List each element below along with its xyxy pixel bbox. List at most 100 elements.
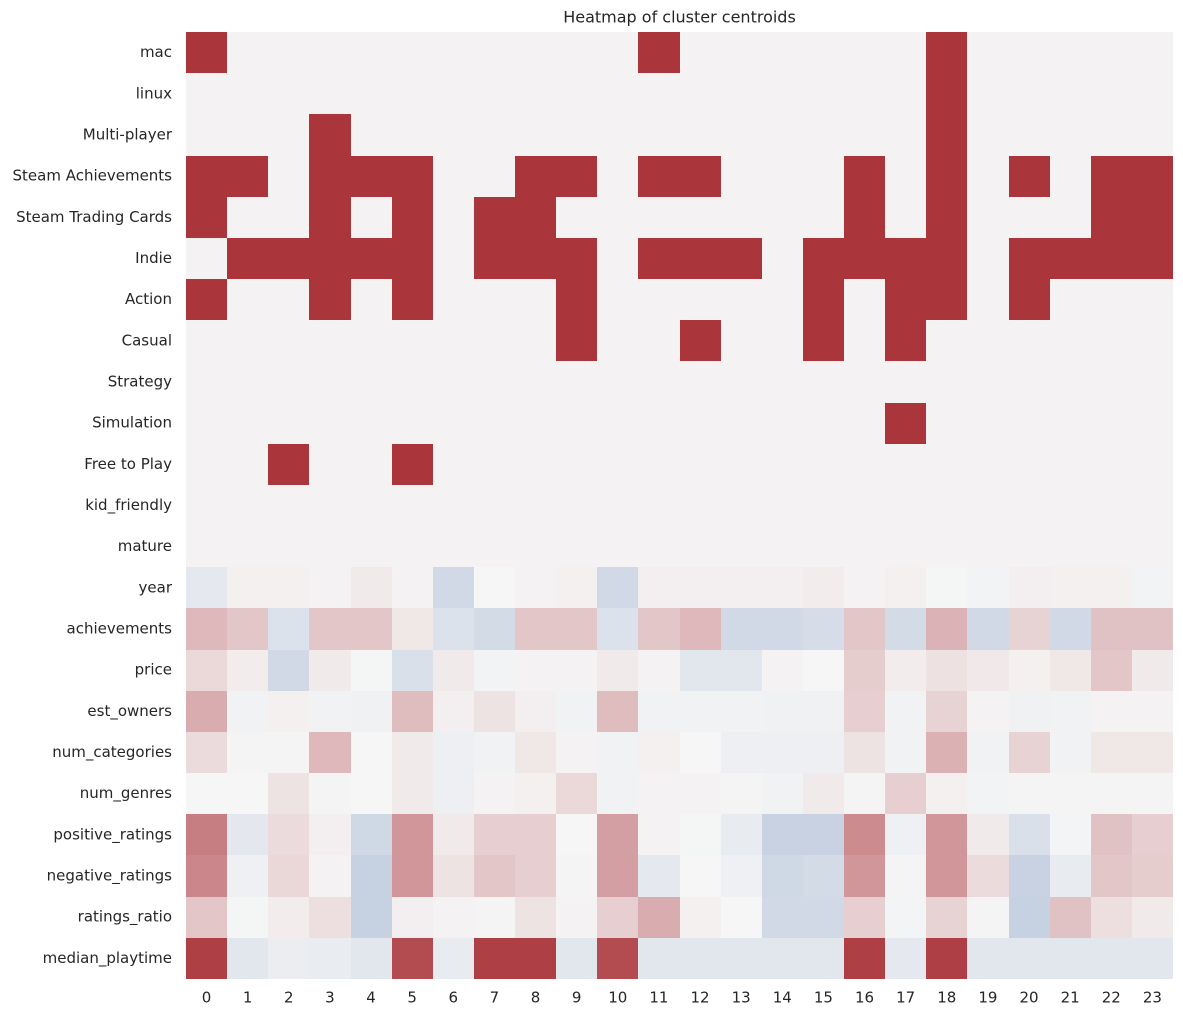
heatmap-cell (967, 279, 1009, 320)
heatmap-cell (721, 732, 762, 773)
heatmap-cell (885, 485, 926, 526)
heatmap-cell (803, 320, 844, 361)
heatmap-cell (556, 73, 597, 114)
y-tick-label: Simulation (92, 414, 172, 432)
heatmap-cell (392, 691, 433, 732)
heatmap-cell (721, 485, 762, 526)
heatmap-cell (680, 773, 721, 814)
heatmap-cell (597, 773, 638, 814)
heatmap-cell (885, 855, 926, 897)
heatmap-cell (1091, 279, 1132, 320)
heatmap-cell (844, 114, 885, 156)
heatmap-cell (967, 855, 1009, 897)
heatmap-cell (680, 238, 721, 279)
y-tick-label: ratings_ratio (78, 908, 172, 927)
heatmap-cell (474, 897, 515, 938)
heatmap-cell (268, 403, 309, 444)
heatmap-cell (186, 485, 227, 526)
heatmap-cell (474, 403, 515, 444)
heatmap-cell (597, 320, 638, 361)
heatmap-cell (392, 773, 433, 814)
heatmap-cell (433, 403, 474, 444)
heatmap-cell (474, 444, 515, 485)
heatmap-cell (844, 526, 885, 567)
heatmap-cell (597, 691, 638, 732)
heatmap-cell (638, 814, 680, 855)
heatmap-cell (967, 361, 1009, 403)
heatmap-cell (597, 567, 638, 608)
heatmap-cell (926, 938, 967, 979)
heatmap-cell (844, 897, 885, 938)
heatmap-cell (433, 279, 474, 320)
heatmap-cell (1132, 897, 1173, 938)
heatmap-cell (1091, 691, 1132, 732)
heatmap-cell (844, 732, 885, 773)
y-tick-label: Strategy (108, 372, 172, 390)
heatmap-cell (186, 526, 227, 567)
heatmap-cell (433, 938, 474, 979)
heatmap-cell (638, 279, 680, 320)
heatmap-cell (638, 73, 680, 114)
x-tick-label: 0 (202, 989, 212, 1007)
heatmap-cell (638, 526, 680, 567)
heatmap-cell (597, 608, 638, 650)
x-tick-label: 5 (407, 989, 417, 1007)
heatmap-cell (967, 238, 1009, 279)
heatmap-cell (803, 608, 844, 650)
heatmap-cell (556, 691, 597, 732)
heatmap-cell (680, 114, 721, 156)
heatmap-cell (803, 526, 844, 567)
heatmap-cell (351, 814, 392, 855)
heatmap-cell (309, 732, 351, 773)
heatmap-cell (556, 814, 597, 855)
heatmap-cell (1091, 485, 1132, 526)
heatmap-cell (556, 444, 597, 485)
heatmap-cell (638, 938, 680, 979)
heatmap-cell (186, 650, 227, 691)
y-tick-label: Multi-player (83, 125, 173, 143)
heatmap-cell (680, 855, 721, 897)
heatmap-cell (351, 361, 392, 403)
x-tick-label: 22 (1102, 989, 1121, 1007)
x-tick-label: 13 (732, 989, 751, 1007)
heatmap-cell (268, 897, 309, 938)
heatmap-cell (926, 156, 967, 197)
heatmap-cell (1050, 197, 1091, 238)
heatmap-cell (351, 897, 392, 938)
heatmap-cell (433, 114, 474, 156)
heatmap-cell (1132, 650, 1173, 691)
heatmap-cell (1009, 197, 1050, 238)
heatmap-cell (1050, 855, 1091, 897)
heatmap-cell (1132, 279, 1173, 320)
heatmap-cell (1091, 320, 1132, 361)
heatmap-cell (1132, 444, 1173, 485)
heatmap-cell (844, 485, 885, 526)
heatmap-cell (351, 238, 392, 279)
heatmap-cell (186, 403, 227, 444)
heatmap-cell (556, 650, 597, 691)
heatmap-cell (1050, 608, 1091, 650)
heatmap-cell (1091, 608, 1132, 650)
heatmap-cell (268, 320, 309, 361)
heatmap-cell (1091, 650, 1132, 691)
heatmap-cell (227, 197, 268, 238)
heatmap-cell (680, 320, 721, 361)
heatmap-cell (1091, 197, 1132, 238)
heatmap-cell (926, 444, 967, 485)
heatmap-cell (762, 73, 803, 114)
heatmap-cell (1009, 897, 1050, 938)
heatmap-cell (515, 403, 556, 444)
heatmap-cell (1091, 444, 1132, 485)
heatmap-cell (227, 608, 268, 650)
heatmap-cell (638, 238, 680, 279)
heatmap-cell (515, 773, 556, 814)
heatmap-cell (638, 197, 680, 238)
heatmap-cell (1009, 444, 1050, 485)
heatmap-cell (762, 485, 803, 526)
heatmap-cell (680, 444, 721, 485)
heatmap-cell (967, 897, 1009, 938)
heatmap-cell (227, 73, 268, 114)
heatmap-cell (392, 567, 433, 608)
heatmap-cell (474, 773, 515, 814)
heatmap-cell (885, 526, 926, 567)
